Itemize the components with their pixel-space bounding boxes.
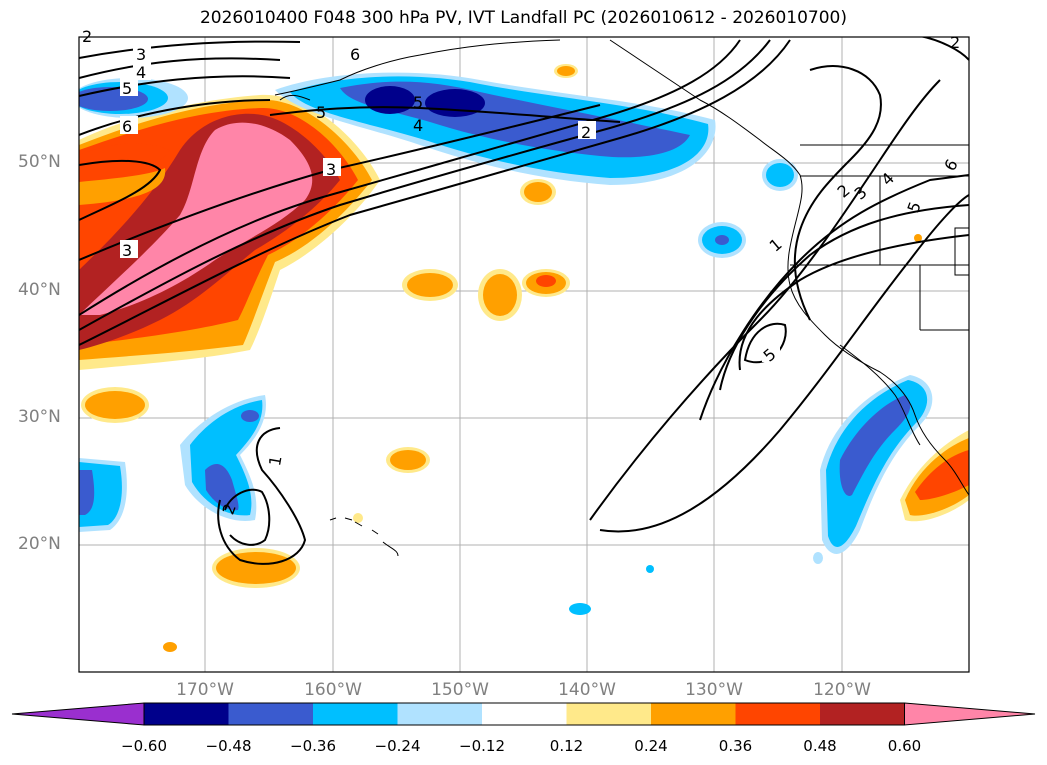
colorbar-tick-label: −0.12 — [459, 737, 505, 755]
colorbar-tick-label: 0.48 — [803, 737, 837, 755]
colorbar-frame — [143, 702, 905, 726]
colorbar-low-extend — [11, 702, 145, 726]
negative-pv-areas — [79, 72, 933, 615]
lon-label: 130°W — [685, 680, 743, 700]
contour-label: 5 — [316, 103, 326, 122]
colorbar-bin — [735, 703, 820, 725]
contour-label: 1 — [265, 454, 285, 467]
contour-label: 4 — [136, 63, 146, 82]
contour-label: 5 — [122, 79, 132, 98]
colorbar-tick-label: −0.24 — [374, 737, 421, 755]
colorbar-tick-label: −0.36 — [290, 737, 336, 755]
contour-label: 3 — [326, 160, 336, 179]
colorbar-tick-label: 0.60 — [887, 737, 922, 755]
lon-label: 120°W — [813, 680, 871, 700]
colorbar-bin — [482, 703, 567, 725]
lon-label: 140°W — [558, 680, 616, 700]
contour-label: 3 — [122, 241, 132, 260]
contour-label: 2 — [950, 33, 960, 52]
map-title: 2026010400 F048 300 hPa PV, IVT Landfall… — [199, 8, 847, 28]
colorbar-bin — [144, 703, 229, 725]
colorbar-bin — [820, 703, 905, 725]
colorbar-bin — [566, 703, 651, 725]
contour-label: 6 — [122, 117, 132, 136]
lon-label: 170°W — [176, 680, 234, 700]
colorbar-bin — [397, 703, 482, 725]
contour-label: 3 — [136, 45, 146, 64]
lon-label: 160°W — [304, 680, 362, 700]
colorbar-tick-label: 0.36 — [718, 737, 753, 755]
lat-label: 30°N — [18, 407, 61, 427]
colorbar-tick-label: −0.48 — [205, 737, 252, 755]
colorbar-tick-label: 0.12 — [549, 737, 584, 755]
positive-pv-blobs — [81, 64, 969, 652]
plot-frame — [78, 36, 970, 673]
lat-label: 50°N — [18, 152, 61, 172]
contour-label: 4 — [413, 116, 423, 135]
contour-label: 6 — [350, 45, 360, 64]
lat-label: 40°N — [18, 280, 61, 300]
contour-label-backgrounds — [120, 44, 780, 362]
colorbar-bin — [228, 703, 313, 725]
colorbar-bin — [651, 703, 736, 725]
lat-label: 20°N — [18, 534, 61, 554]
colorbar-tick-label: −0.60 — [121, 737, 167, 755]
colorbar-tick-label: 0.24 — [634, 737, 668, 755]
colorbar — [11, 702, 1036, 726]
lon-label: 150°W — [431, 680, 489, 700]
contour-label: 5 — [413, 93, 423, 112]
colorbar-bin — [313, 703, 398, 725]
coastlines — [274, 39, 969, 557]
colorbar-high-extend — [904, 702, 1036, 726]
contour-label: 2 — [581, 123, 591, 142]
